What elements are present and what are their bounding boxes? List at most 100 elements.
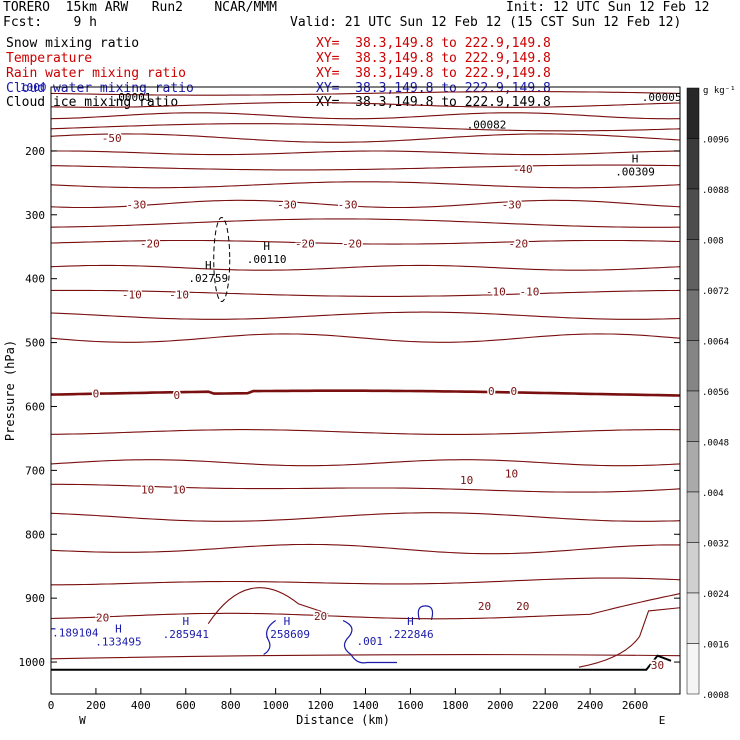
- high-value: .02759: [188, 272, 228, 285]
- colorbar-tick-label: .0064: [702, 338, 729, 348]
- legend-item-snow: Snow mixing ratio: [6, 36, 140, 51]
- colorbar-swatch: [686, 188, 700, 240]
- legend-item-cloud-water: Cloud water mixing ratio: [6, 81, 194, 96]
- y-tick-label-400: 400: [25, 273, 45, 286]
- colorbar-tick-label: .0008: [702, 691, 729, 701]
- y-tick-label-600: 600: [25, 400, 45, 413]
- contour-label: 20: [516, 600, 529, 613]
- colorbar-swatch: [686, 592, 700, 644]
- colorbar-tick-label: .0056: [702, 388, 729, 398]
- field-value-label: .00005: [642, 91, 682, 104]
- isotherm-line-30: [578, 607, 680, 668]
- high-value: .00309: [615, 165, 655, 178]
- plot-area: [51, 91, 680, 671]
- x-axis-title: Distance (km): [296, 713, 390, 727]
- x-end-label-east: E: [659, 714, 666, 727]
- contour-label: 20: [314, 610, 327, 623]
- isotherm-line-25: [51, 654, 680, 660]
- colorbar-swatch: [686, 340, 700, 392]
- y-tick-label-800: 800: [25, 528, 45, 541]
- header-fcst: Fcst: 9 h: [3, 15, 97, 30]
- colorbar-tick-label: .0072: [702, 287, 729, 297]
- isotherm-line-m52: [51, 123, 680, 132]
- legend-xy-rain: XY= 38.3,149.8 to 222.9,149.8: [316, 66, 551, 81]
- field-value-label: .001: [357, 635, 384, 648]
- isotherm-line-m2: [51, 333, 680, 343]
- contour-label: -30: [277, 199, 297, 212]
- contour-label: 10: [460, 474, 473, 487]
- colorbar-swatch: [686, 289, 700, 341]
- x-tick-label-400: 400: [131, 699, 151, 712]
- contour-label: -40: [513, 163, 533, 176]
- contour-label: 10: [505, 468, 518, 481]
- contour-label: -10: [122, 289, 142, 302]
- legend-xy-cloud-ice: XY= 38.3,149.8 to 222.9,149.8: [316, 95, 551, 110]
- isotherm-line-m30: [51, 199, 680, 209]
- y-tick-label-300: 300: [25, 209, 45, 222]
- contour-label: -30: [126, 199, 146, 212]
- high-marker: H: [182, 615, 189, 628]
- x-tick-label-1600: 1600: [397, 699, 424, 712]
- colorbar-tick-label: .0048: [702, 439, 729, 449]
- isotherm-line-5: [51, 429, 680, 435]
- header-init: Init: 12 UTC Sun 12 Feb 12: [506, 0, 710, 15]
- isotherm-line-12: [51, 512, 680, 522]
- high-marker: H: [263, 240, 270, 253]
- colorbar-tick-label: .008: [702, 237, 724, 247]
- x-tick-label-1400: 1400: [352, 699, 379, 712]
- contour-label: 0: [93, 388, 100, 401]
- contour-label: -10: [486, 285, 506, 298]
- field-value-label: .189104: [52, 626, 99, 639]
- isotherm-line-m35: [51, 181, 680, 189]
- isotherm-line-15: [51, 543, 680, 555]
- high-value: .00110: [247, 253, 287, 266]
- contour-label: -30: [338, 199, 358, 212]
- x-end-label-west: W: [79, 714, 86, 727]
- isotherm-line-m40: [51, 164, 680, 171]
- colorbar-swatch: [686, 542, 700, 594]
- y-tick-label-900: 900: [25, 592, 45, 605]
- high-marker: H: [632, 152, 639, 165]
- colorbar-swatch: [686, 441, 700, 493]
- x-tick-label-0: 0: [48, 699, 55, 712]
- high-marker: H: [284, 615, 291, 628]
- high-value: .285941: [163, 628, 209, 641]
- high-value: .222846: [387, 628, 433, 641]
- x-tick-label-1800: 1800: [442, 699, 469, 712]
- y-tick-label-500: 500: [25, 337, 45, 350]
- isotherm-line-m45: [51, 150, 680, 156]
- contour-label: -10: [520, 285, 540, 298]
- contour-label: 20: [478, 600, 491, 613]
- isotherm-line-18: [51, 577, 680, 586]
- colorbar-tick-label: .0032: [702, 540, 729, 550]
- contour-label: -20: [342, 238, 362, 251]
- cloud-water-contour-center: [263, 619, 398, 664]
- colorbar-tick-label: .0016: [702, 641, 729, 651]
- colorbar-swatch: [686, 390, 700, 442]
- x-tick-label-1000: 1000: [262, 699, 289, 712]
- contour-label: 0: [488, 385, 495, 398]
- isotherm-line-0: [51, 389, 680, 397]
- terrain-line: [51, 654, 672, 671]
- contour-label: 20: [96, 611, 109, 624]
- legend-item-temperature: Temperature: [6, 51, 93, 66]
- contour-label: -50: [102, 132, 122, 145]
- contour-label: -20: [508, 238, 528, 251]
- x-tick-label-2400: 2400: [577, 699, 604, 712]
- contour-label: -10: [169, 289, 189, 302]
- colorbar-tick-label: .0088: [702, 186, 729, 196]
- isotherm-line-m10: [51, 289, 680, 297]
- high-marker: H: [205, 259, 212, 272]
- isotherm-line-m50: [51, 133, 680, 143]
- colorbar-unit: g kg⁻¹: [703, 86, 736, 96]
- x-tick-label-2200: 2200: [532, 699, 559, 712]
- header-valid: Valid: 21 UTC Sun 12 Feb 12 (15 CST Sun …: [290, 15, 682, 30]
- colorbar-swatch: [686, 643, 700, 695]
- isotherm-line-m25: [51, 218, 680, 228]
- header-title: TORERO 15km ARW Run2 NCAR/MMM: [3, 0, 277, 15]
- colorbar-swatch: [686, 491, 700, 543]
- colorbar-tick-label: .0096: [702, 136, 729, 146]
- contour-label: -20: [140, 238, 160, 251]
- contour-label: 10: [172, 484, 185, 497]
